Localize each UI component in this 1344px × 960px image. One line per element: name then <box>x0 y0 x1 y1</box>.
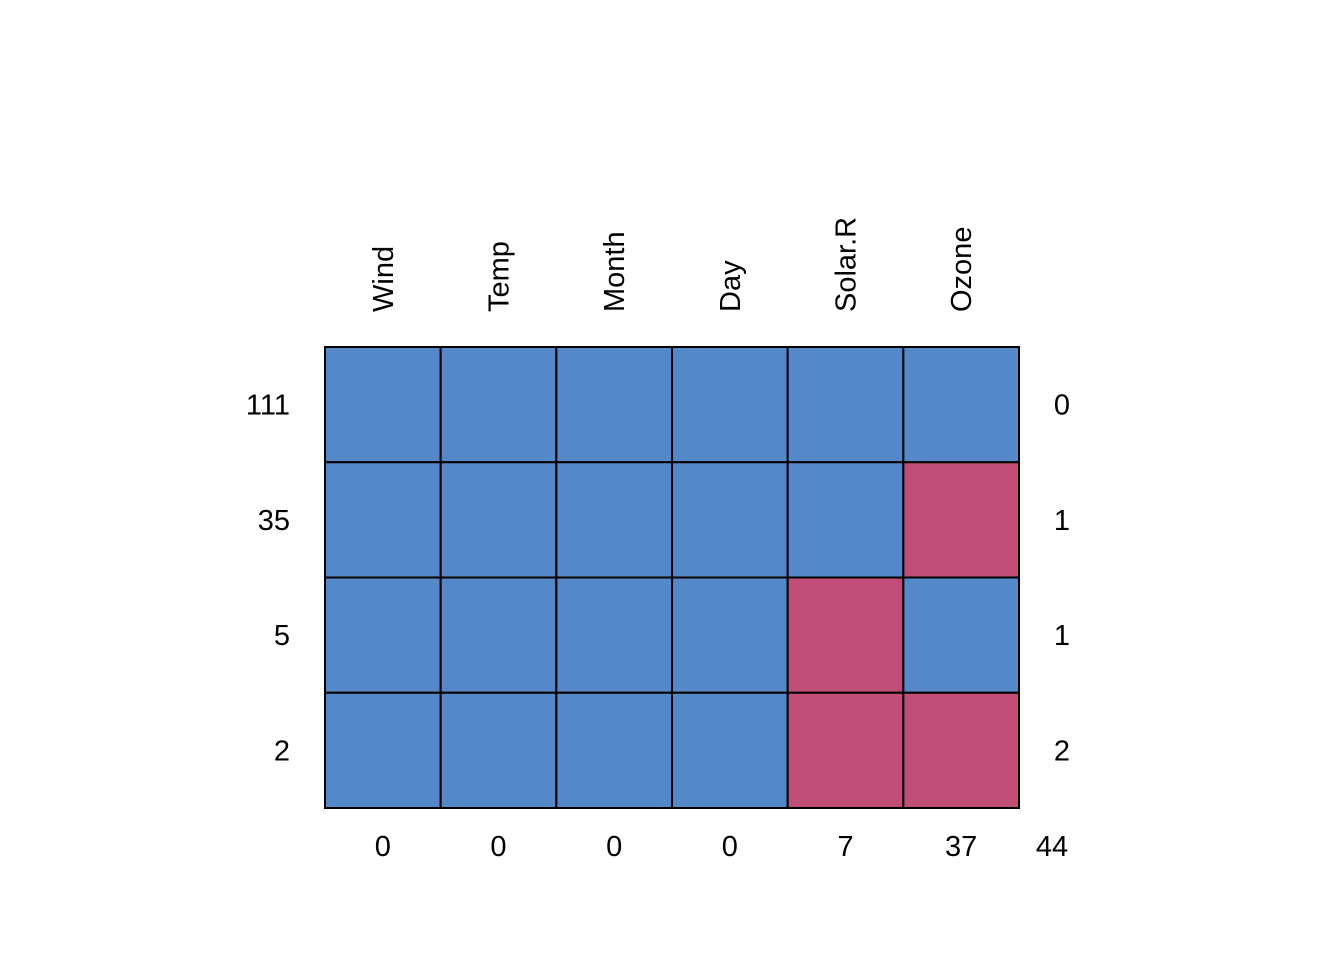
row-counts: 111 35 5 2 <box>246 390 290 768</box>
observed-cell-0-4 <box>786 346 905 464</box>
column-label: Temp <box>484 241 516 312</box>
column-label: Month <box>599 231 631 312</box>
row-missing-label: 0 <box>1054 390 1070 422</box>
column-missing-total: 0 <box>722 831 738 863</box>
observed-cell-2-2 <box>555 576 674 694</box>
observed-cell-2-5 <box>902 576 1021 694</box>
row-count-label: 111 <box>246 390 290 422</box>
column-missing-total: 0 <box>490 831 506 863</box>
observed-cell-0-0 <box>324 346 442 464</box>
observed-cell-3-1 <box>439 691 558 809</box>
observed-cell-2-0 <box>324 576 442 694</box>
column-label: Ozone <box>946 227 978 312</box>
missing-cell-3-4 <box>786 691 905 809</box>
observed-cell-2-3 <box>671 576 789 694</box>
row-count-label: 5 <box>274 620 290 652</box>
column-label: Day <box>715 260 747 312</box>
observed-cell-3-3 <box>671 691 789 809</box>
observed-cell-0-1 <box>439 346 558 464</box>
observed-cell-3-2 <box>555 691 674 809</box>
missing-cell-1-5 <box>902 461 1021 579</box>
missing-cell-3-5 <box>902 691 1021 809</box>
row-count-label: 2 <box>274 735 290 767</box>
column-missing-total: 0 <box>606 831 622 863</box>
column-missing-total: 37 <box>945 831 977 863</box>
column-label: Solar.R <box>831 217 863 312</box>
observed-cell-3-0 <box>324 691 442 809</box>
missing-cell-2-4 <box>786 576 905 694</box>
observed-cell-1-3 <box>671 461 789 579</box>
column-missing-total: 7 <box>837 831 853 863</box>
observed-cell-1-2 <box>555 461 674 579</box>
total-missing-label: 44 <box>1036 831 1068 863</box>
cell-grid <box>324 346 1021 809</box>
column-missing-total: 0 <box>375 831 391 863</box>
observed-cell-2-1 <box>439 576 558 694</box>
column-missing-totals: 44 0 0 0 0 7 37 <box>375 831 1068 863</box>
row-missing-label: 1 <box>1054 620 1070 652</box>
observed-cell-0-5 <box>902 346 1021 464</box>
row-missing-label: 1 <box>1054 505 1070 537</box>
observed-cell-1-1 <box>439 461 558 579</box>
column-label: Wind <box>368 246 400 312</box>
row-missing-counts: 0 1 1 2 <box>1054 390 1070 768</box>
observed-cell-0-3 <box>671 346 789 464</box>
observed-cell-0-2 <box>555 346 674 464</box>
row-count-label: 35 <box>258 505 290 537</box>
observed-cell-1-4 <box>786 461 905 579</box>
observed-cell-1-0 <box>324 461 442 579</box>
column-labels: Wind Temp Month Day Solar.R Ozone <box>368 217 978 312</box>
row-missing-label: 2 <box>1054 735 1070 767</box>
